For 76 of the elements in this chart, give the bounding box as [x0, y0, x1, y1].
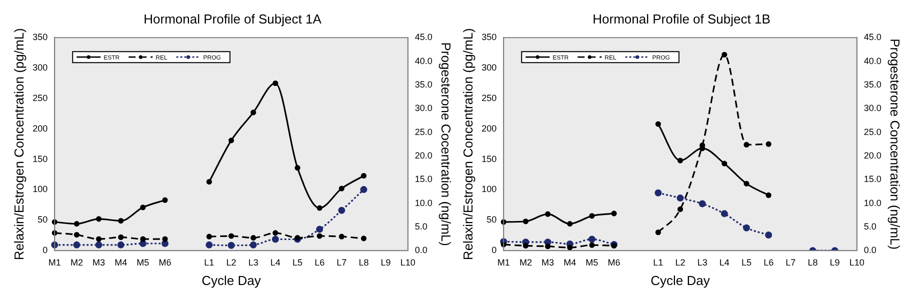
x-tick-label: L8: [808, 257, 818, 268]
y2-tick-label: 10.0: [414, 198, 432, 208]
y2-tick-label: 10.0: [864, 198, 882, 208]
y2-tick-label: 35.0: [864, 79, 882, 90]
y-tick-label: 350: [482, 32, 497, 42]
y2-tick-label: 25.0: [414, 126, 432, 137]
x-tick-label: L7: [786, 257, 796, 268]
y-tick-label: 250: [32, 92, 48, 103]
y-tick-label: 0: [492, 245, 497, 256]
y2-tick-label: 40.0: [414, 56, 432, 66]
y2-tick-label: 25.0: [864, 126, 882, 137]
y2-axis-title: Progesterone Concentration (ng/mL): [888, 38, 903, 250]
x-tick-label: L8: [358, 257, 369, 268]
x-tick-label: M4: [114, 257, 128, 268]
x-tick-label: M3: [92, 257, 106, 268]
x-tick-label: L2: [226, 257, 236, 268]
x-tick-label: M2: [70, 257, 83, 268]
x-tick-label: L2: [675, 257, 686, 268]
y2-tick-label: 5.0: [864, 221, 876, 232]
y-tick-label: 300: [482, 62, 497, 73]
y-tick-label: 100: [482, 184, 497, 194]
y2-tick-label: 45.0: [414, 32, 432, 42]
y-tick-label: 200: [32, 123, 48, 134]
y-tick-label: 300: [32, 62, 48, 73]
y-tick-label: 150: [482, 154, 497, 164]
y2-tick-label: 20.0: [864, 150, 882, 160]
x-tick-label: L9: [830, 257, 840, 268]
x-tick-label: M5: [586, 257, 598, 268]
x-tick-label: L9: [380, 257, 391, 268]
y-tick-label: 0: [42, 245, 48, 256]
y-tick-label: 250: [482, 92, 497, 103]
y-axis-title: Relaxin/Estrogen Concentration (pg/mL): [460, 28, 476, 260]
x-axis-title: Cycle Day: [202, 272, 262, 288]
y2-tick-label: 5.0: [414, 221, 428, 232]
x-tick-label: M3: [542, 257, 554, 268]
x-tick-label: L5: [292, 257, 302, 268]
y-tick-label: 200: [482, 123, 497, 134]
chart-title: Hormonal Profile of Subject 1A: [144, 11, 322, 26]
y-axis-title: Relaxin/Estrogen Concentration (pg/mL): [11, 28, 26, 260]
y2-tick-label: 20.0: [414, 150, 432, 160]
x-tick-label: L6: [314, 257, 325, 268]
y2-axis-title: Progesterone Cocentration (ng/mL): [438, 42, 454, 246]
x-tick-label: M1: [497, 257, 510, 268]
y2-tick-label: 0.0: [414, 245, 428, 256]
x-tick-label: L1: [653, 257, 664, 268]
y-tick-label: 50: [486, 214, 497, 225]
y-tick-label: 100: [32, 184, 48, 194]
y2-tick-label: 15.0: [414, 174, 432, 184]
y2-tick-label: 30.0: [864, 103, 882, 114]
x-tick-label: L1: [204, 257, 214, 268]
x-tick-label: M4: [564, 257, 576, 268]
x-tick-label: L5: [741, 257, 752, 268]
y2-tick-label: 45.0: [864, 32, 882, 42]
x-tick-label: L3: [248, 257, 258, 268]
y-tick-label: 50: [38, 214, 48, 225]
x-tick-label: M5: [136, 257, 150, 268]
y2-tick-label: 35.0: [414, 79, 432, 90]
chart-title: Hormonal Profile of Subject 1B: [592, 11, 770, 26]
x-tick-label: M1: [48, 257, 61, 268]
x-tick-label: M6: [158, 257, 172, 268]
x-tick-label: L4: [270, 257, 280, 268]
x-axis-title: Cycle Day: [650, 272, 710, 288]
x-tick-label: L6: [764, 257, 774, 268]
x-tick-label: M2: [519, 257, 532, 268]
y2-tick-label: 40.0: [864, 56, 882, 66]
y2-tick-label: 30.0: [414, 103, 432, 114]
x-tick-label: L10: [849, 257, 864, 268]
x-tick-label: L10: [400, 257, 416, 268]
x-tick-label: M6: [608, 257, 620, 268]
x-tick-label: L4: [719, 257, 730, 268]
x-tick-label: L3: [697, 257, 708, 268]
y-tick-label: 150: [32, 154, 48, 164]
y-tick-label: 350: [32, 32, 48, 42]
y2-tick-label: 0.0: [864, 245, 876, 256]
y2-tick-label: 15.0: [864, 174, 882, 184]
x-tick-label: L7: [336, 257, 347, 268]
